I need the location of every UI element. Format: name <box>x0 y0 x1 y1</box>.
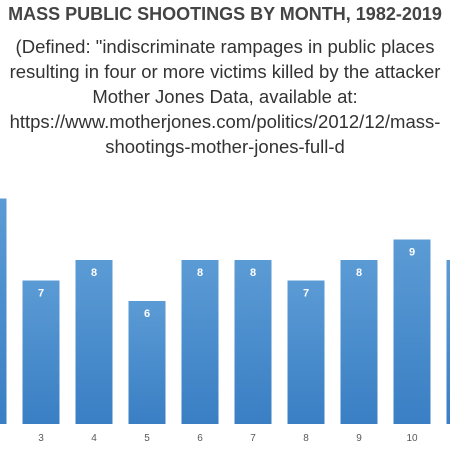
x-tick-label-3: 3 <box>38 433 44 444</box>
value-labels-group: 11786887898 <box>38 247 415 321</box>
chart-subtitle-line-4: https://www.motherjones.com/politics/201… <box>9 111 441 132</box>
x-tick-label-8: 8 <box>303 433 309 444</box>
value-label-9: 8 <box>356 267 362 279</box>
value-label-4: 8 <box>91 267 97 279</box>
bar-7 <box>234 260 272 424</box>
value-label-3: 7 <box>38 288 44 300</box>
chart-subtitle-line-2: resulting in four or more victims killed… <box>9 61 441 82</box>
value-label-8: 7 <box>303 288 309 300</box>
chart-title: MASS PUBLIC SHOOTINGS BY MONTH, 1982-201… <box>8 4 442 24</box>
value-label-7: 8 <box>250 267 256 279</box>
bar-10 <box>393 239 431 424</box>
value-label-6: 8 <box>197 267 203 279</box>
bar-9 <box>340 260 378 424</box>
x-tick-labels-group: 234567891011 <box>38 433 418 444</box>
bar-5 <box>128 301 166 424</box>
chart-subtitle-line-1: (Defined: "indiscriminate rampages in pu… <box>15 36 435 57</box>
x-tick-label-9: 9 <box>356 433 362 444</box>
bar-8 <box>287 280 325 424</box>
value-label-5: 6 <box>144 308 150 320</box>
bar-11 <box>446 260 450 424</box>
bars-group <box>0 198 450 424</box>
bar-2 <box>0 198 7 424</box>
x-tick-label-7: 7 <box>250 433 256 444</box>
bar-4 <box>75 260 113 424</box>
value-label-10: 9 <box>409 247 415 259</box>
x-tick-label-4: 4 <box>91 433 97 444</box>
bar-3 <box>22 280 60 424</box>
chart-subtitle-line-3: Mother Jones Data, available at: <box>92 86 358 107</box>
bar-6 <box>181 260 219 424</box>
x-tick-label-5: 5 <box>144 433 150 444</box>
x-tick-label-10: 10 <box>406 433 418 444</box>
x-tick-label-6: 6 <box>197 433 203 444</box>
chart-subtitle-line-5: shootings-mother-jones-full-d <box>105 136 345 157</box>
